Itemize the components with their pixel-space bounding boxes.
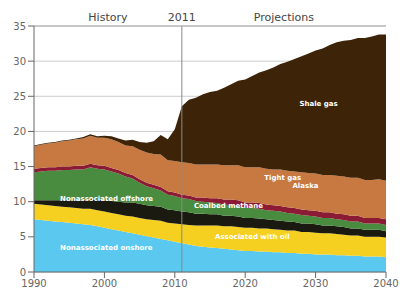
svg-text:Nonassociated offshore: Nonassociated offshore <box>60 195 153 203</box>
svg-text:0: 0 <box>20 267 26 278</box>
svg-text:20: 20 <box>13 126 26 137</box>
svg-text:History: History <box>88 11 128 24</box>
svg-text:Nonassociated onshore: Nonassociated onshore <box>60 244 153 252</box>
svg-text:Associated with oil: Associated with oil <box>215 233 290 241</box>
svg-text:10: 10 <box>13 196 26 207</box>
svg-text:1990: 1990 <box>21 278 46 289</box>
svg-text:Shale gas: Shale gas <box>299 100 337 108</box>
svg-text:2000: 2000 <box>92 278 117 289</box>
svg-text:Alaska: Alaska <box>292 182 318 190</box>
svg-text:Tight gas: Tight gas <box>264 174 301 182</box>
svg-text:Coalbed methane: Coalbed methane <box>194 202 263 210</box>
svg-text:30: 30 <box>13 56 26 67</box>
svg-text:2040: 2040 <box>373 278 392 289</box>
svg-text:2010: 2010 <box>162 278 187 289</box>
svg-text:15: 15 <box>13 161 26 172</box>
svg-text:35: 35 <box>13 21 26 32</box>
svg-text:Projections: Projections <box>254 11 314 24</box>
svg-text:5: 5 <box>20 231 26 242</box>
svg-text:2020: 2020 <box>232 278 257 289</box>
svg-text:2011: 2011 <box>168 11 196 24</box>
svg-text:2030: 2030 <box>303 278 328 289</box>
svg-text:25: 25 <box>13 91 26 102</box>
